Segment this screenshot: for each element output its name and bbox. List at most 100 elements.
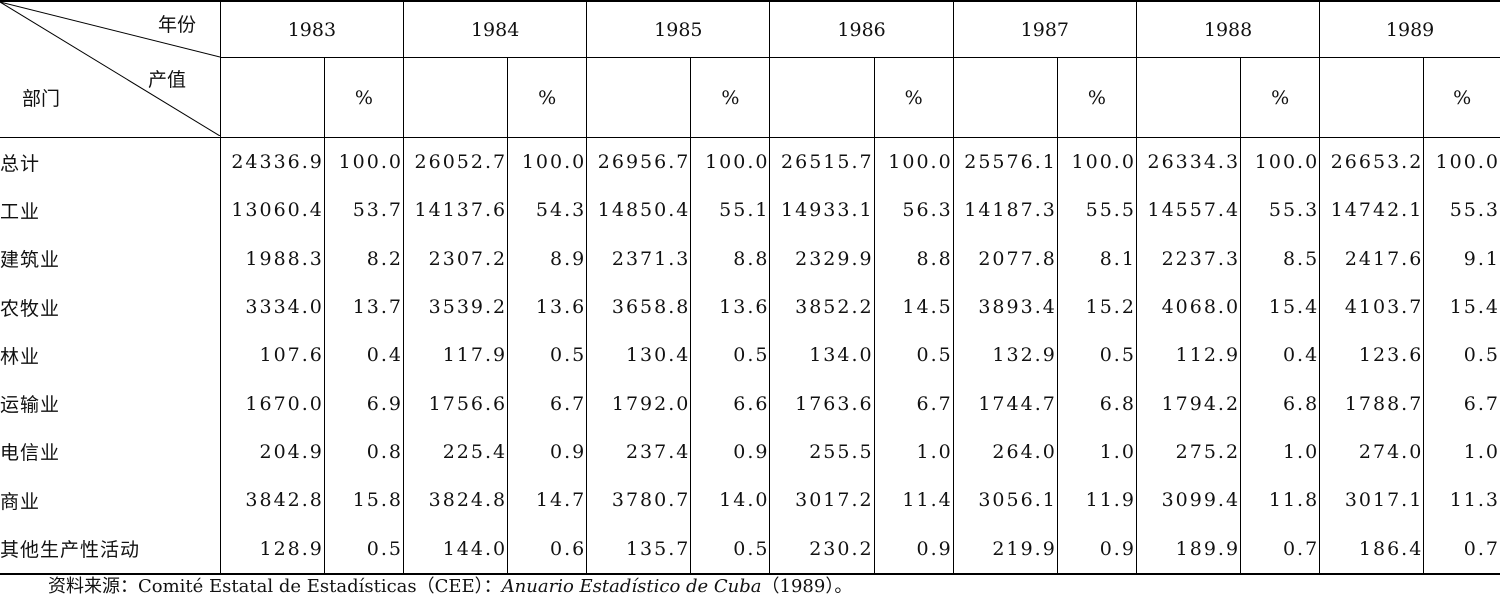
percent-cell: 55.5: [1056, 186, 1137, 235]
percent-cell: 54.3: [507, 186, 587, 235]
sector-label: 农牧业: [0, 297, 61, 320]
value-cell: 255.5: [769, 427, 875, 477]
stats-table: 年份 产值 部门 1983 1984 1985 1986 1987 1988 1…: [0, 0, 1500, 575]
year-header: 1988: [1135, 0, 1320, 58]
table-row: 其他生产性活动 128.9 0.5 144.0 0.6 135.7 0.5 230.2 0.9 2…: [0, 524, 1500, 575]
percent-cell: 0.4: [1240, 331, 1320, 380]
year-header: 1989: [1319, 0, 1500, 58]
value-cell: 26956.7: [586, 137, 691, 187]
percent-cell: 0.5: [1423, 331, 1500, 380]
value-cell: 3852.2: [769, 282, 875, 332]
percent-cell: 0.7: [1240, 524, 1320, 575]
value-unit-header: [1135, 57, 1241, 138]
corner-header: 年份 产值 部门: [0, 0, 221, 138]
percent-cell: 14.5: [873, 282, 954, 332]
percent-cell: 11.9: [1056, 476, 1137, 525]
sector-label: 林业: [0, 345, 41, 368]
value-cell: 3824.8: [402, 476, 508, 525]
value-cell: 107.6: [219, 331, 325, 380]
value-unit-header: [402, 57, 508, 138]
value-cell: 144.0: [402, 524, 508, 575]
value-cell: 3842.8: [219, 476, 325, 525]
percent-cell: 8.1: [1056, 234, 1137, 283]
percent-cell: 100.0: [873, 137, 954, 187]
percent-cell: 6.8: [1240, 379, 1320, 428]
table-row: 商业 3842.8 15.8 3824.8 14.7 3780.7 14.0 3017.2 11…: [0, 476, 1500, 525]
percent-cell: 100.0: [690, 137, 770, 187]
percent-header: %: [1423, 57, 1500, 138]
value-cell: 264.0: [952, 427, 1058, 477]
value-cell: 274.0: [1319, 427, 1424, 477]
percent-header: %: [873, 57, 954, 138]
percent-cell: 8.5: [1240, 234, 1320, 283]
value-cell: 186.4: [1319, 524, 1424, 575]
sector-label: 运输业: [0, 394, 61, 417]
table-row: 农牧业 3334.0 13.7 3539.2 13.6 3658.8 13.6 3852.2 1…: [0, 282, 1500, 332]
sector-label: 工业: [0, 200, 41, 223]
percent-cell: 100.0: [1056, 137, 1137, 187]
value-unit-header: [952, 57, 1058, 138]
percent-cell: 53.7: [323, 186, 404, 235]
percent-cell: 0.9: [507, 427, 587, 477]
value-unit-header: [769, 57, 875, 138]
value-cell: 2077.8: [952, 234, 1058, 283]
value-cell: 2329.9: [769, 234, 875, 283]
sector-label: 电信业: [0, 442, 61, 465]
percent-cell: 8.8: [690, 234, 770, 283]
value-cell: 14137.6: [402, 186, 508, 235]
percent-cell: 6.6: [690, 379, 770, 428]
header-row-years: 年份 产值 部门 1983 1984 1985 1986 1987 1988 1…: [0, 0, 1500, 138]
corner-label-value: 产值: [148, 69, 187, 91]
percent-cell: 55.3: [1240, 186, 1320, 235]
sector-label: 商业: [0, 490, 41, 513]
percent-cell: 13.6: [690, 282, 770, 332]
value-cell: 1788.7: [1319, 379, 1424, 428]
percent-header: %: [507, 57, 587, 138]
value-cell: 2307.2: [402, 234, 508, 283]
sector-label: 总计: [0, 152, 41, 175]
value-cell: 3658.8: [586, 282, 691, 332]
source-note-title: Anuario Estadístico de Cuba: [501, 576, 762, 597]
percent-cell: 0.8: [323, 427, 404, 477]
percent-cell: 100.0: [1423, 137, 1500, 187]
value-cell: 3893.4: [952, 282, 1058, 332]
percent-cell: 1.0: [1056, 427, 1137, 477]
value-cell: 237.4: [586, 427, 691, 477]
value-cell: 132.9: [952, 331, 1058, 380]
percent-cell: 0.5: [873, 331, 954, 380]
percent-cell: 6.9: [323, 379, 404, 428]
percent-cell: 0.9: [873, 524, 954, 575]
value-cell: 2237.3: [1135, 234, 1241, 283]
percent-cell: 15.4: [1423, 282, 1500, 332]
value-cell: 3017.1: [1319, 476, 1424, 525]
percent-cell: 55.3: [1423, 186, 1500, 235]
percent-cell: 15.8: [323, 476, 404, 525]
percent-cell: 11.4: [873, 476, 954, 525]
value-cell: 112.9: [1135, 331, 1241, 380]
percent-cell: 0.6: [507, 524, 587, 575]
percent-cell: 6.7: [873, 379, 954, 428]
percent-cell: 8.2: [323, 234, 404, 283]
percent-cell: 13.7: [323, 282, 404, 332]
percent-cell: 56.3: [873, 186, 954, 235]
source-note-prefix: 资料来源：Comité Estatal de Estadísticas（CEE）…: [48, 576, 502, 597]
percent-cell: 1.0: [1240, 427, 1320, 477]
percent-cell: 15.4: [1240, 282, 1320, 332]
percent-header: %: [690, 57, 770, 138]
percent-cell: 0.5: [1056, 331, 1137, 380]
percent-cell: 14.0: [690, 476, 770, 525]
percent-cell: 1.0: [873, 427, 954, 477]
value-cell: 128.9: [219, 524, 325, 575]
value-cell: 2417.6: [1319, 234, 1424, 283]
value-cell: 1763.6: [769, 379, 875, 428]
value-cell: 3056.1: [952, 476, 1058, 525]
value-cell: 13060.4: [219, 186, 325, 235]
value-cell: 26052.7: [402, 137, 508, 187]
value-cell: 3334.0: [219, 282, 325, 332]
percent-header: %: [323, 57, 404, 138]
percent-cell: 0.5: [690, 524, 770, 575]
percent-cell: 100.0: [323, 137, 404, 187]
value-cell: 1744.7: [952, 379, 1058, 428]
value-cell: 134.0: [769, 331, 875, 380]
percent-cell: 55.1: [690, 186, 770, 235]
